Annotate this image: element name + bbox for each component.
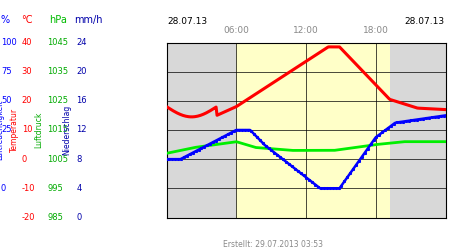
Text: 1015: 1015 [47, 126, 68, 134]
Text: 0: 0 [76, 213, 82, 222]
Text: 28.07.13: 28.07.13 [167, 17, 207, 26]
Text: 24: 24 [76, 38, 87, 47]
Text: 12: 12 [76, 126, 87, 134]
Text: 10: 10 [22, 126, 32, 134]
Text: 995: 995 [47, 184, 63, 193]
Text: 06:00: 06:00 [223, 26, 249, 35]
Text: 50: 50 [1, 96, 11, 105]
Text: °C: °C [22, 15, 33, 25]
Text: 1025: 1025 [47, 96, 68, 105]
Text: 25: 25 [1, 126, 11, 134]
Text: 18:00: 18:00 [363, 26, 389, 35]
Text: Niederschlag: Niederschlag [62, 105, 71, 155]
Text: 1045: 1045 [47, 38, 68, 47]
Text: hPa: hPa [50, 15, 68, 25]
Text: 0: 0 [1, 184, 6, 193]
Text: 75: 75 [1, 67, 12, 76]
Text: Erstellt: 29.07.2013 03:53: Erstellt: 29.07.2013 03:53 [222, 240, 323, 249]
Text: 8: 8 [76, 155, 82, 164]
Text: 28.07.13: 28.07.13 [405, 17, 445, 26]
Text: %: % [1, 15, 10, 25]
Text: Temperatur: Temperatur [10, 108, 19, 152]
Text: 1005: 1005 [47, 155, 68, 164]
Text: 4: 4 [76, 184, 82, 193]
Text: 30: 30 [22, 67, 32, 76]
Text: Luftfeuchtigkeit: Luftfeuchtigkeit [0, 100, 4, 160]
Text: 20: 20 [22, 96, 32, 105]
Text: 985: 985 [47, 213, 63, 222]
Text: -10: -10 [22, 184, 35, 193]
Text: 100: 100 [1, 38, 17, 47]
Bar [236, 42, 390, 218]
Text: 0: 0 [22, 155, 27, 164]
Text: 40: 40 [22, 38, 32, 47]
Text: -20: -20 [22, 213, 35, 222]
Text: 20: 20 [76, 67, 87, 76]
Text: 12:00: 12:00 [293, 26, 319, 35]
Text: 1035: 1035 [47, 67, 68, 76]
Text: 16: 16 [76, 96, 87, 105]
Text: mm/h: mm/h [74, 15, 103, 25]
Text: Luftdruck: Luftdruck [34, 112, 43, 148]
